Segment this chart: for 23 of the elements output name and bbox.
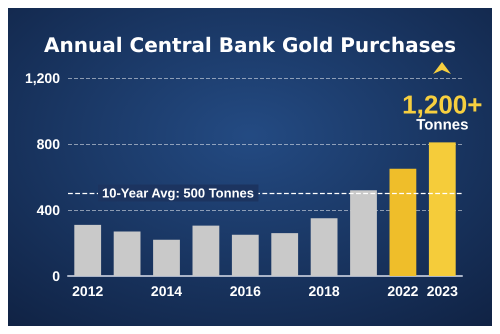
bar — [271, 233, 298, 276]
bar — [192, 226, 220, 276]
y-tick-label: 1,200 — [24, 70, 60, 86]
bar — [232, 234, 259, 276]
y-tick-label: 400 — [36, 202, 60, 218]
x-tick-label: 2012 — [72, 283, 104, 299]
y-tick-label: 800 — [36, 136, 60, 152]
bar — [310, 218, 338, 276]
ref-line-label: 10-Year Avg: 500 Tonnes — [102, 186, 254, 200]
y-tick-label: 0 — [52, 268, 60, 284]
x-tick-label: 2018 — [308, 283, 340, 299]
bar — [350, 190, 377, 276]
x-tick-label: 2023 — [426, 283, 458, 299]
x-tick-label: 2016 — [230, 283, 262, 299]
x-tick-label: 2022 — [387, 283, 419, 299]
bar — [114, 231, 140, 276]
annotation: 1,200+ Tonnes — [402, 89, 482, 134]
bar — [390, 168, 416, 276]
bar — [74, 224, 102, 276]
chart-title: Annual Central Bank Gold Purchases — [44, 33, 456, 57]
bar — [428, 142, 456, 276]
x-tick-label: 2014 — [150, 283, 182, 299]
bar — [153, 240, 180, 276]
